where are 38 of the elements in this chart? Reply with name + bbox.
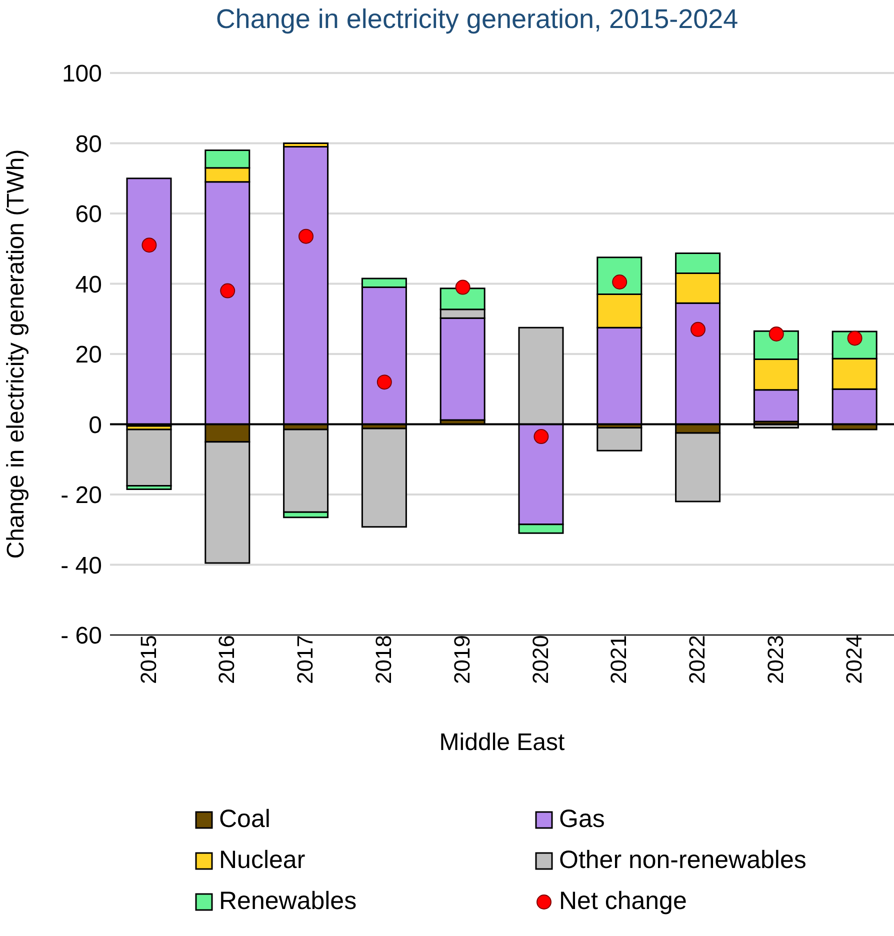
point (768, 326, 784, 342)
x-tick-label: 2017 (292, 635, 318, 684)
x-tick-label: 2019 (449, 635, 474, 684)
y-tick-label: 0 (88, 412, 102, 439)
x-tick-label: 2021 (606, 635, 632, 684)
legend-label: Net change (559, 887, 687, 916)
x-axis-title: Middle East (439, 729, 566, 756)
x-tick-label: 2018 (371, 635, 396, 684)
y-tick-label: 80 (75, 130, 102, 158)
bar (361, 428, 407, 528)
legend-label: Gas (559, 805, 605, 834)
y-tick-label: 100 (62, 60, 102, 88)
x-tick-label: 2015 (136, 635, 161, 684)
x-tick-label: 2022 (684, 635, 710, 684)
legend-label: Renewables (219, 887, 357, 916)
x-tick-label: 2024 (841, 635, 866, 684)
bar (126, 428, 172, 486)
point (220, 283, 236, 298)
point (298, 228, 314, 244)
point (534, 429, 549, 444)
x-tick-label: 2020 (528, 635, 553, 684)
legend-label: Nuclear (219, 846, 306, 875)
point (455, 280, 470, 295)
x-tick-label: 2016 (214, 635, 240, 684)
y-tick-label: - 60 (60, 622, 102, 650)
point (376, 374, 392, 390)
point (690, 322, 706, 337)
y-tick-label: - 20 (60, 482, 102, 510)
x-tick-label: 2023 (763, 635, 788, 684)
legend-label: Coal (219, 805, 270, 834)
y-tick-label: 40 (75, 271, 102, 298)
y-tick-label: - 40 (60, 552, 102, 580)
chart-title: Change in electricity generation, 2015-2024 (214, 4, 740, 35)
legend-label: Other non-renewables (559, 846, 806, 875)
y-axis-title: Change in electricity generation (TWh) (2, 149, 30, 559)
y-tick-label: 20 (75, 342, 102, 369)
point (142, 238, 157, 253)
y-tick-label: 60 (75, 201, 102, 228)
